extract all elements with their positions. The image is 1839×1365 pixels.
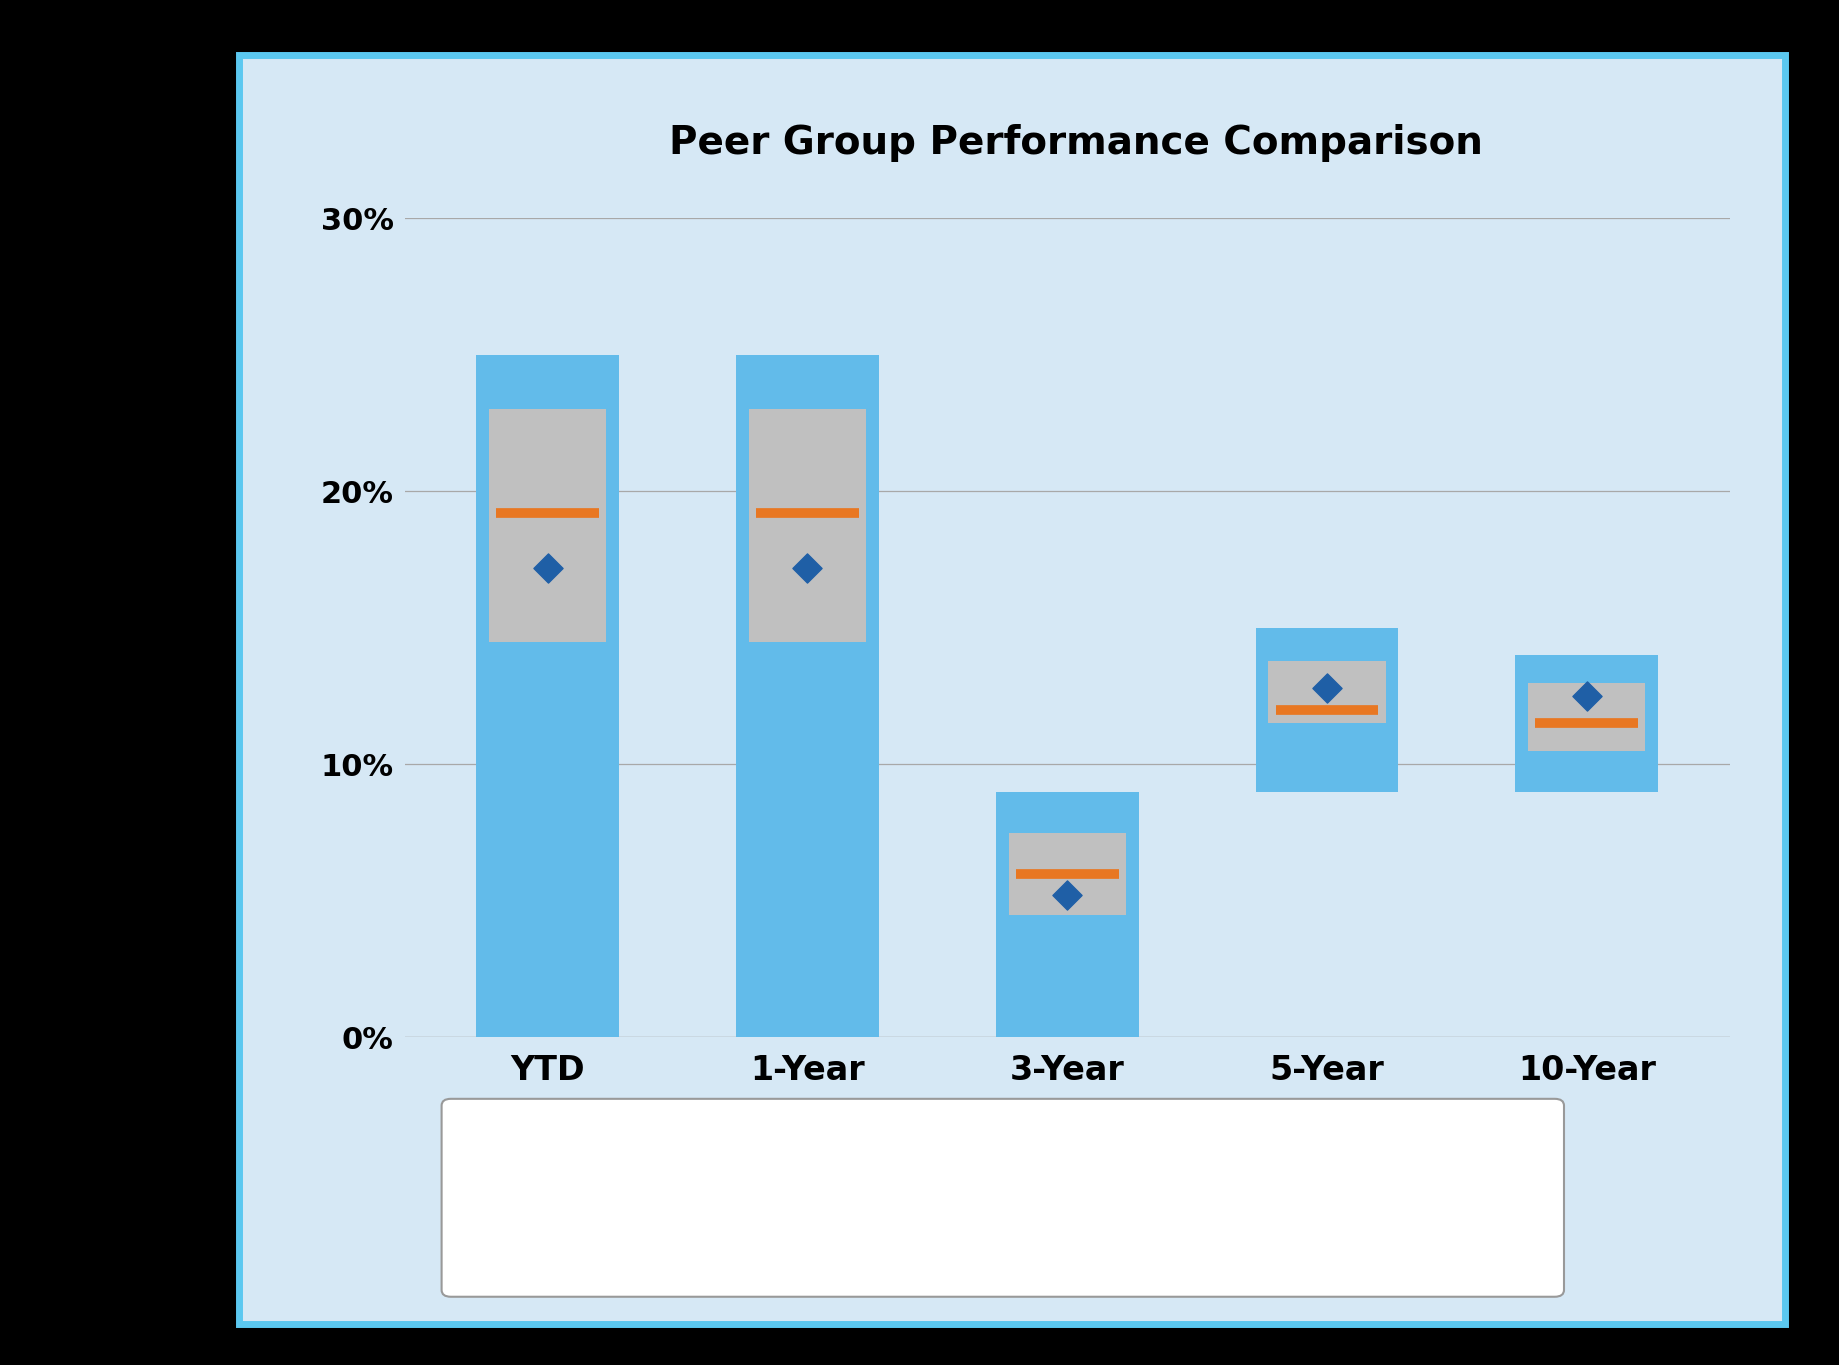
Bar bbox=[1267, 661, 1385, 723]
Bar bbox=[1528, 682, 1644, 751]
Point bbox=[1571, 685, 1600, 707]
Text: Peer Group Performance Comparison: Peer Group Performance Comparison bbox=[669, 124, 1482, 162]
Point bbox=[482, 1149, 511, 1171]
Text: Peer Group Performance Median: Peer Group Performance Median bbox=[552, 1226, 956, 1250]
Bar bbox=[748, 410, 866, 642]
Point bbox=[1311, 677, 1341, 699]
Text: U.S. Equity Composite Performance (gross-of-fees): U.S. Equity Composite Performance (gross… bbox=[552, 1149, 1186, 1173]
Bar bbox=[995, 792, 1138, 1037]
Bar bbox=[736, 355, 879, 1037]
Point bbox=[533, 557, 563, 579]
Bar bbox=[476, 355, 618, 1037]
Point bbox=[793, 557, 822, 579]
Bar bbox=[489, 410, 605, 642]
Bar bbox=[1254, 628, 1398, 792]
Point bbox=[1052, 885, 1081, 906]
Bar bbox=[1008, 833, 1125, 915]
Bar bbox=[1515, 655, 1657, 792]
